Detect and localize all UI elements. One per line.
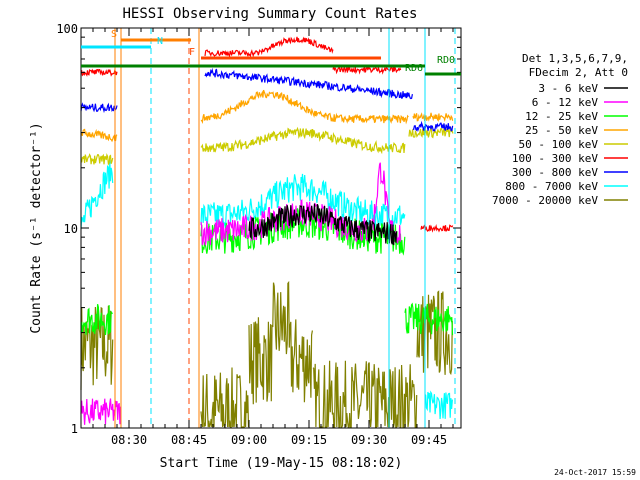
legend-label-8: 7000 - 20000 keV <box>492 194 598 207</box>
band-7000-20000-segment-2 <box>248 280 313 405</box>
band-3-6-trace <box>248 203 398 246</box>
band-12-25-segment-0 <box>80 304 113 336</box>
x-tick-label-4: 09:30 <box>351 433 387 447</box>
x-tick-label-3: 09:15 <box>291 433 327 447</box>
legend-label-0: 3 - 6 keV <box>538 82 598 95</box>
chart-title: HESSI Observing Summary Count Rates <box>122 6 417 22</box>
timestamp: 24-Oct-2017 15:59 <box>554 468 636 477</box>
band-300-800-trace <box>80 67 454 133</box>
band-300-800-segment-2 <box>412 120 454 133</box>
band-6-12-segment-1 <box>200 162 401 246</box>
y-axis-label: Count Rate (s⁻¹ detector⁻¹) <box>29 122 44 333</box>
band-100-300-segment-0 <box>80 68 118 77</box>
legend-header-line-2: FDecim 2, Att 0 <box>529 66 628 79</box>
band-25-50-segment-2 <box>412 112 454 122</box>
band-25-50-segment-0 <box>80 128 118 143</box>
band-25-50-trace <box>80 89 454 143</box>
band-100-300-segment-4 <box>420 223 454 233</box>
band-7000-20000-segment-3 <box>312 360 418 428</box>
legend-label-7: 800 - 7000 keV <box>505 180 598 193</box>
plot-area <box>80 28 456 429</box>
flag-label-s: S <box>111 29 117 40</box>
x-tick-label-1: 08:45 <box>171 433 207 447</box>
y-tick-label-2: 100 <box>56 22 78 36</box>
y-axis: 1 10 100 <box>56 22 461 436</box>
band-50-100-segment-1 <box>200 126 406 155</box>
x-tick-label-2: 09:00 <box>231 433 267 447</box>
band-6-12-segment-0 <box>80 398 122 425</box>
x-tick-label-5: 09:45 <box>411 433 447 447</box>
y-tick-label-1: 10 <box>64 222 78 236</box>
band-300-800-segment-0 <box>80 102 118 114</box>
x-tick-label-0: 08:30 <box>111 433 147 447</box>
band-6-12-trace <box>80 162 401 425</box>
flag-label-rd6: RD6 <box>405 63 423 74</box>
x-axis: 08:30 08:45 09:00 09:15 09:30 09:45 <box>92 28 454 447</box>
band-800-7000-segment-2 <box>424 390 453 420</box>
band-800-7000-trace <box>80 160 453 420</box>
band-800-7000-segment-0 <box>80 160 114 229</box>
x-axis-label: Start Time (19-May-15 08:18:02) <box>160 456 403 471</box>
flag-label-rd0: RD0 <box>437 55 455 66</box>
band-50-100-segment-0 <box>80 153 114 166</box>
band-100-300-segment-2 <box>260 36 334 56</box>
band-12-25-segment-2 <box>404 302 454 336</box>
band-3-6-segment-0 <box>248 203 398 246</box>
flag-labels: S N F RD0 RD6 <box>81 29 461 76</box>
legend-label-5: 100 - 300 keV <box>512 152 598 165</box>
legend-label-4: 50 - 100 keV <box>519 138 599 151</box>
legend-label-3: 25 - 50 keV <box>525 124 598 137</box>
legend-label-1: 6 - 12 keV <box>532 96 599 109</box>
band-800-7000-segment-1 <box>200 173 406 230</box>
band-300-800-segment-1 <box>204 67 413 100</box>
flag-label-f: F <box>189 47 195 58</box>
flag-label-n: N <box>157 36 163 47</box>
band-25-50-segment-1 <box>200 89 409 125</box>
y-tick-label-0: 1 <box>71 422 78 436</box>
band-100-300-segment-1 <box>204 48 261 58</box>
legend: Det 1,3,5,6,7,9, FDecim 2, Att 0 3 - 6 k… <box>492 52 628 207</box>
legend-label-2: 12 - 25 keV <box>525 110 598 123</box>
legend-header-line-1: Det 1,3,5,6,7,9, <box>522 52 628 65</box>
legend-label-6: 300 - 800 keV <box>512 166 598 179</box>
band-100-300-trace <box>80 36 454 233</box>
